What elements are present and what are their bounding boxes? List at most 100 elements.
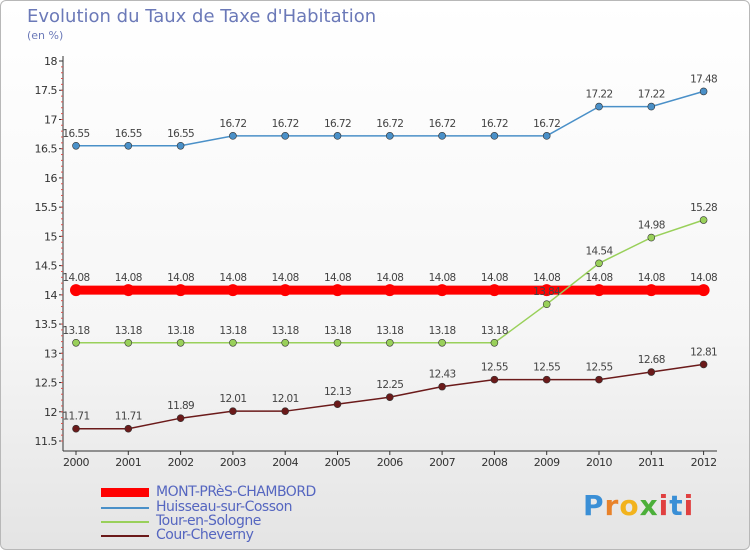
data-point — [697, 284, 710, 297]
data-label: 14.08 — [429, 272, 456, 284]
data-point — [385, 393, 394, 401]
y-tick-label: 11.5 — [35, 435, 58, 448]
y-tick-label: 15.5 — [35, 201, 58, 214]
x-tick-label: 2000 — [63, 456, 89, 469]
logo-letter: i — [683, 489, 695, 522]
y-tick-label: 18 — [44, 55, 57, 68]
data-label: 16.72 — [219, 118, 246, 130]
data-point — [124, 424, 133, 433]
data-label: 13.84 — [533, 286, 561, 298]
data-label: 14.08 — [481, 272, 508, 284]
data-label: 14.08 — [585, 272, 612, 284]
data-point — [333, 132, 342, 140]
data-point — [647, 368, 656, 376]
chart-subtitle: (en %) — [27, 29, 64, 42]
data-point — [176, 414, 185, 423]
legend-swatch — [101, 488, 149, 497]
data-point — [490, 375, 499, 384]
legend-swatch — [101, 507, 149, 509]
data-point — [385, 132, 394, 140]
x-tick-label: 2003 — [220, 456, 246, 469]
data-point — [542, 300, 551, 309]
data-label: 14.08 — [690, 272, 717, 284]
data-label: 17.22 — [585, 89, 612, 101]
data-point — [595, 102, 603, 111]
data-point — [279, 284, 292, 297]
data-point — [226, 284, 239, 297]
data-label: 12.55 — [533, 362, 560, 374]
data-label: 14.08 — [376, 272, 403, 284]
data-point — [331, 284, 344, 297]
data-point — [647, 233, 656, 242]
data-label: 15.28 — [690, 202, 717, 214]
data-label: 16.72 — [376, 118, 403, 130]
x-tick-label: 2010 — [586, 456, 612, 469]
data-point — [542, 375, 551, 384]
x-tick-label: 2009 — [534, 456, 560, 469]
data-label: 14.08 — [272, 272, 299, 284]
data-label: 14.08 — [115, 272, 142, 284]
x-tick-label: 2011 — [638, 456, 664, 469]
data-point — [176, 141, 185, 150]
data-point — [436, 284, 449, 297]
legend-label: Huisseau-sur-Cosson — [156, 499, 292, 515]
data-point — [383, 284, 396, 297]
data-label: 12.81 — [690, 346, 717, 358]
data-label: 14.08 — [219, 272, 246, 284]
data-point — [647, 102, 656, 111]
data-point — [72, 141, 80, 150]
data-label: 14.08 — [167, 272, 194, 284]
data-point — [333, 400, 342, 408]
data-point — [542, 132, 551, 140]
data-point — [124, 338, 133, 347]
data-label: 16.72 — [429, 118, 456, 130]
data-point — [124, 141, 133, 150]
data-point — [176, 338, 185, 347]
data-point — [174, 284, 187, 297]
data-label: 13.18 — [324, 325, 351, 337]
data-point — [385, 338, 394, 347]
data-point — [281, 407, 290, 415]
data-label: 14.08 — [533, 272, 560, 284]
data-point — [229, 407, 237, 415]
data-point — [72, 338, 80, 347]
data-label: 13.18 — [62, 325, 89, 337]
data-label: 16.72 — [272, 118, 299, 130]
data-label: 13.18 — [376, 325, 403, 337]
legend-label: Tour-en-Sologne — [156, 513, 261, 529]
x-tick-label: 2012 — [691, 456, 717, 469]
data-label: 17.48 — [690, 73, 717, 85]
y-tick-label: 12.5 — [35, 377, 58, 390]
legend-swatch — [101, 521, 149, 523]
chart-title: Evolution du Taux de Taxe d'Habitation — [27, 6, 377, 27]
x-tick-label: 2004 — [272, 456, 298, 469]
logo-letter: x — [639, 489, 659, 522]
logo-letter: t — [669, 489, 684, 522]
data-point — [699, 216, 708, 224]
data-label: 13.18 — [481, 325, 508, 337]
data-point — [229, 338, 237, 347]
x-tick-label: 2008 — [481, 456, 507, 469]
legend-label: MONT-PRèS-CHAMBORD — [156, 484, 316, 500]
data-point — [72, 424, 80, 433]
y-tick-label: 13.5 — [35, 318, 58, 331]
logo-letter: P — [583, 489, 605, 522]
data-point — [438, 132, 446, 140]
data-point — [699, 87, 708, 96]
data-label: 13.18 — [167, 325, 194, 337]
data-label: 14.54 — [585, 245, 613, 257]
data-label: 11.89 — [167, 400, 194, 412]
data-label: 16.55 — [62, 128, 89, 140]
data-label: 12.25 — [376, 379, 403, 391]
data-point — [595, 259, 603, 268]
data-label: 13.18 — [429, 325, 456, 337]
x-tick-label: 2002 — [168, 456, 194, 469]
logo-letter: r — [604, 489, 620, 522]
data-label: 14.98 — [638, 220, 665, 232]
x-tick-label: 2007 — [429, 456, 455, 469]
x-tick-label: 2001 — [115, 456, 141, 469]
data-label: 12.13 — [324, 386, 351, 398]
y-tick-label: 13 — [44, 347, 57, 360]
data-label: 13.18 — [272, 325, 299, 337]
y-tick-label: 15 — [44, 230, 57, 243]
